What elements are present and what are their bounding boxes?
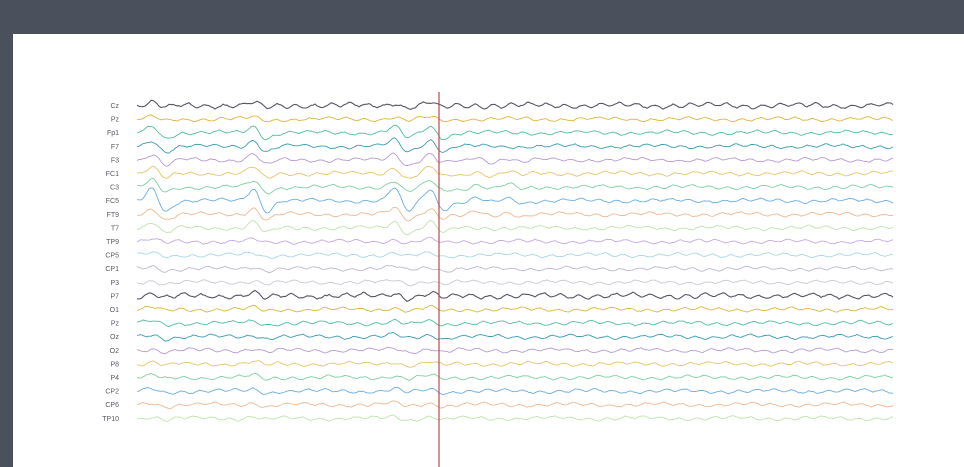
channel-trace — [136, 236, 894, 245]
channel-trace — [136, 289, 894, 302]
channel-trace — [136, 187, 894, 214]
channel-trace — [136, 165, 894, 179]
channel-trace — [136, 360, 894, 368]
channel-trace — [136, 219, 894, 236]
channel-trace — [136, 279, 894, 287]
eeg-viewer: Cz Pz Fp1 F7 F3 FC1 C3 FC5 FT9 T7 TP9 CP5 CP1 P3 P7 O1 P… — [13, 34, 964, 467]
channel-label: Cz — [110, 103, 119, 110]
channel-trace — [136, 304, 894, 313]
channel-trace — [136, 114, 894, 123]
channel-label: FC1 — [106, 171, 119, 178]
channel-label: F7 — [111, 144, 119, 151]
channel-label: CP2 — [105, 389, 119, 396]
channel-label: P4 — [110, 375, 119, 382]
channel-trace — [137, 373, 894, 381]
channel-trace — [136, 318, 894, 328]
channel-trace — [136, 346, 894, 355]
channel-trace — [137, 177, 894, 195]
channel-label: Oz — [110, 334, 119, 341]
channel-trace — [136, 331, 894, 342]
channel-trace — [136, 264, 894, 274]
channel-label: FC5 — [106, 198, 119, 205]
channel-traces — [136, 99, 894, 423]
channel-label: CP5 — [105, 253, 119, 260]
channel-label: P3 — [110, 280, 119, 287]
channel-trace — [137, 206, 894, 222]
channel-labels: Cz Pz Fp1 F7 F3 FC1 C3 FC5 FT9 T7 TP9 CP5 CP1 P3 P7 O1 P… — [102, 103, 119, 423]
channel-trace — [136, 137, 894, 154]
channel-trace — [136, 124, 893, 141]
channel-label: C3 — [110, 185, 119, 192]
channel-label: F3 — [111, 157, 119, 164]
channel-trace — [136, 152, 894, 167]
channel-label: O1 — [110, 307, 119, 314]
channel-trace — [136, 99, 894, 110]
channel-label: T7 — [111, 225, 119, 232]
channel-label: CP6 — [105, 402, 119, 409]
channel-trace — [136, 251, 894, 259]
channel-label: TP9 — [106, 239, 119, 246]
channel-label: Fp1 — [107, 130, 119, 137]
channel-trace — [136, 414, 894, 423]
channel-label: Pz — [111, 117, 120, 124]
channel-label: FT9 — [107, 212, 120, 219]
channel-label: P8 — [110, 361, 119, 368]
channel-label: O2 — [110, 348, 119, 355]
channel-label: P7 — [110, 293, 119, 300]
channel-label: CP1 — [105, 266, 119, 273]
channel-trace — [136, 400, 894, 410]
channel-label: TP10 — [102, 416, 119, 423]
top-bar — [0, 0, 964, 34]
eeg-chart: Cz Pz Fp1 F7 F3 FC1 C3 FC5 FT9 T7 TP9 CP5 CP1 P3 P7 O1 P… — [102, 92, 894, 467]
channel-trace — [136, 387, 894, 396]
channel-label: Pz — [111, 321, 120, 328]
left-rail — [0, 34, 13, 467]
